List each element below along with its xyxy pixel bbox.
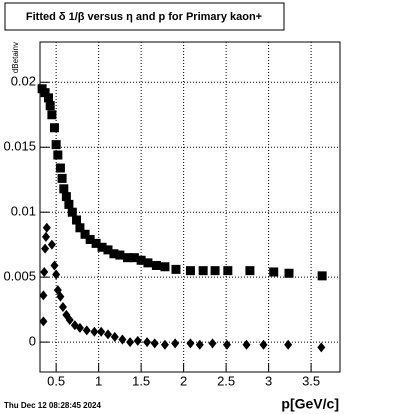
square-marker — [171, 264, 181, 274]
y-tick-label: 0.01 — [11, 204, 36, 219]
diamond-marker — [195, 339, 204, 350]
x-tick-label: 3.5 — [302, 373, 320, 388]
diamond-marker — [39, 290, 48, 301]
square-marker — [72, 215, 82, 225]
footer: Thu Dec 12 08:28:45 2024 — [4, 401, 101, 410]
x-tick-label: 1 — [95, 373, 102, 388]
square-marker — [80, 229, 90, 239]
square-marker — [55, 163, 65, 173]
square-marker — [210, 266, 220, 276]
diamond-marker — [133, 335, 142, 346]
diamond-marker — [242, 339, 251, 350]
square-marker — [53, 150, 63, 160]
square-marker — [75, 223, 85, 233]
diamond-marker — [50, 260, 59, 271]
diamond-marker — [90, 326, 99, 337]
x-tick-label: 2.5 — [217, 373, 235, 388]
x-tick-label: 1.5 — [132, 373, 150, 388]
square-marker — [103, 245, 113, 255]
y-tick-label: 0.005 — [3, 269, 36, 284]
square-marker — [85, 234, 95, 244]
square-marker — [129, 253, 139, 263]
x-tick-label: 0.5 — [47, 373, 65, 388]
square-marker — [61, 192, 71, 202]
square-marker — [269, 267, 279, 277]
square-marker — [97, 242, 107, 252]
square-marker — [198, 266, 208, 276]
x-tick-label: 3 — [265, 373, 272, 388]
plot-frame — [39, 41, 341, 373]
square-marker — [185, 266, 195, 276]
chart-title: Fitted δ 1/β versus η and p for Primary … — [26, 11, 262, 23]
square-marker — [40, 88, 50, 98]
square-marker — [59, 184, 69, 194]
diamond-marker — [41, 243, 50, 254]
diamond-marker — [150, 338, 159, 349]
square-marker — [317, 271, 327, 281]
square-marker — [151, 260, 161, 270]
diamond-marker — [160, 339, 169, 350]
square-marker — [49, 123, 59, 133]
square-marker — [45, 101, 55, 111]
diamond-marker — [42, 222, 51, 233]
y-tick-label: 0.02 — [11, 74, 36, 89]
diamond-marker — [208, 338, 217, 349]
diamond-marker — [58, 302, 67, 313]
square-marker — [115, 250, 125, 260]
y-tick-label: 0 — [29, 334, 36, 349]
square-marker — [91, 238, 101, 248]
diamond-marker — [126, 337, 135, 348]
diamond-marker — [143, 337, 152, 348]
square-marker — [109, 249, 119, 259]
diamond-marker — [39, 316, 48, 327]
diamond-marker — [47, 239, 56, 250]
diamond-marker — [118, 334, 127, 345]
diamond-marker — [56, 291, 65, 302]
diamond-marker — [317, 342, 326, 353]
square-marker — [67, 207, 77, 217]
x-tick-label: 2 — [180, 373, 187, 388]
diamond-marker — [259, 339, 268, 350]
diamond-marker — [222, 339, 231, 350]
x-axis-label: p[GeV/c] — [281, 396, 339, 412]
square-marker — [43, 93, 53, 103]
diamond-marker — [103, 329, 112, 340]
y-axis-label: dBetainv — [11, 42, 20, 73]
square-marker — [64, 199, 74, 209]
diamond-marker — [186, 338, 195, 349]
square-marker — [136, 255, 146, 265]
square-marker — [223, 266, 233, 276]
diamond-marker — [41, 231, 50, 242]
diamond-marker — [97, 326, 106, 337]
square-marker — [51, 140, 61, 150]
title-box — [4, 2, 285, 31]
diamond-marker — [110, 331, 119, 342]
square-marker — [143, 258, 153, 268]
square-marker — [47, 110, 57, 120]
square-marker — [245, 266, 255, 276]
diamond-marker — [75, 322, 84, 333]
diamond-marker — [40, 266, 49, 277]
diamond-marker — [171, 338, 180, 349]
diamond-marker — [284, 339, 293, 350]
y-tick-label: 0.015 — [3, 139, 36, 154]
diamond-marker — [82, 325, 91, 336]
square-marker — [160, 262, 170, 272]
square-marker — [57, 173, 67, 183]
square-marker — [284, 268, 294, 278]
square-marker — [123, 253, 133, 263]
diamond-marker — [52, 269, 61, 280]
diamond-marker — [65, 315, 74, 326]
